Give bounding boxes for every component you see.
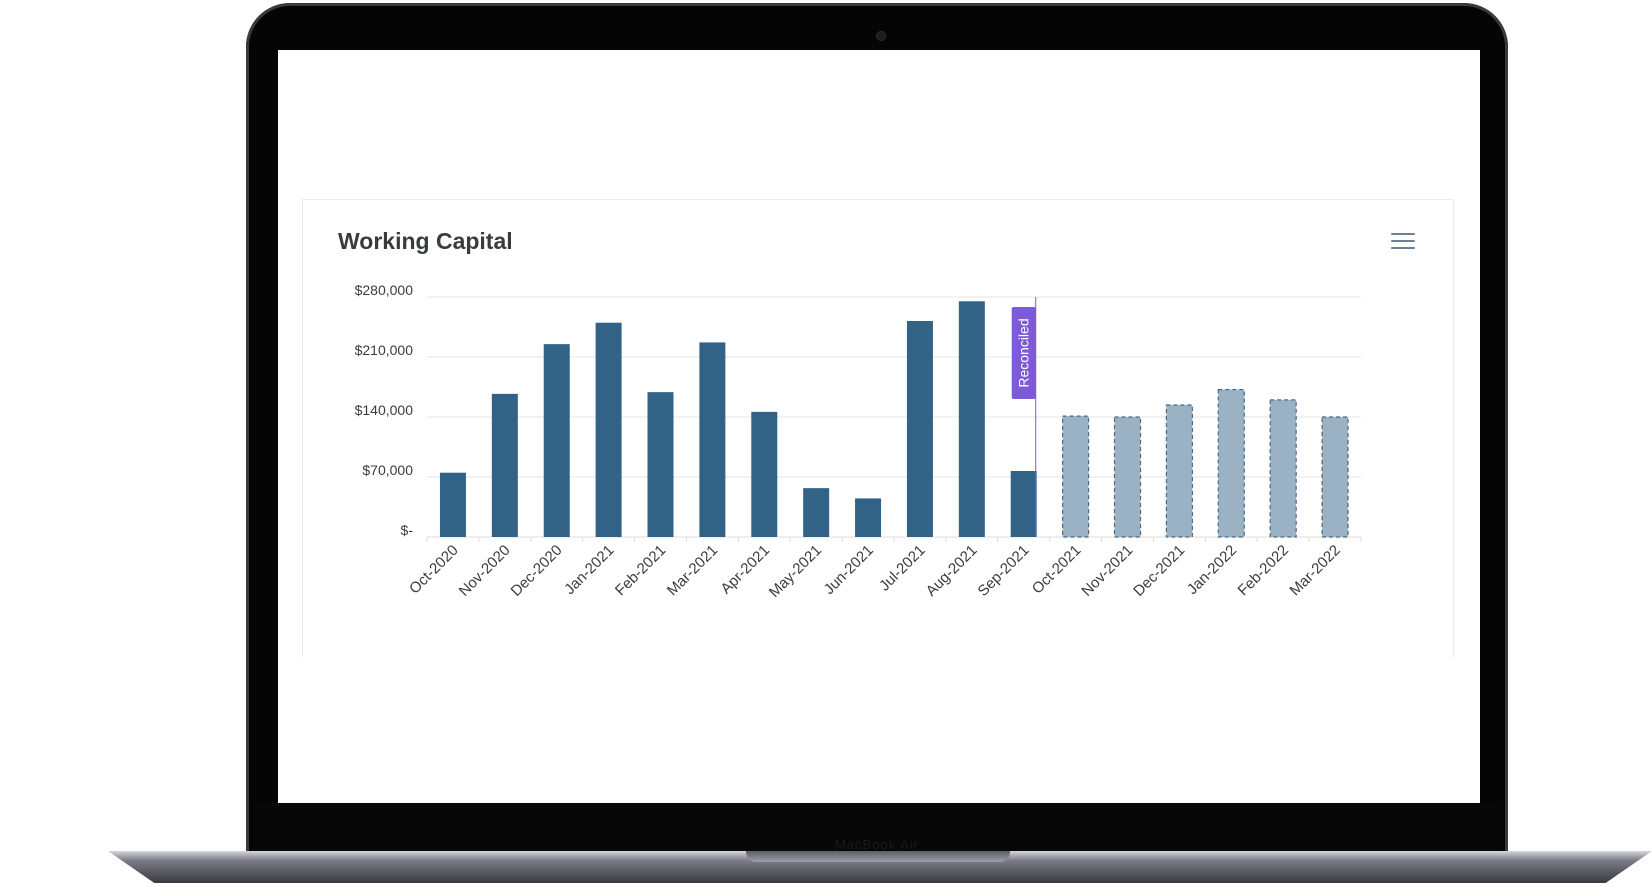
actual-bar <box>439 472 466 537</box>
forecast-bar <box>1062 415 1090 538</box>
chart-title: Working Capital <box>338 228 513 254</box>
forecast-bar <box>1113 416 1142 538</box>
x-tick-label: Feb-2022 <box>1235 542 1292 599</box>
y-tick-label: $140,000 <box>355 402 414 418</box>
laptop-screen: Working Capital $- $70,000 $140,000 $210,00… <box>278 50 1480 803</box>
actual-bar <box>855 498 882 537</box>
chart-card: Working Capital $- $70,000 $140,000 $210,00… <box>302 199 1454 657</box>
forecast-bar <box>1165 404 1193 538</box>
actual-bar <box>595 322 622 537</box>
forecast-bar <box>1269 399 1297 538</box>
actual-bar <box>1010 471 1037 537</box>
x-tick-label: Jan-2021 <box>561 542 617 598</box>
x-tick-label: Jul-2021 <box>876 542 929 595</box>
x-tick-label: Nov-2020 <box>456 542 514 600</box>
x-tick-label: May-2021 <box>766 542 825 601</box>
y-tick-label: $210,000 <box>355 342 414 358</box>
x-tick-label: Sep-2021 <box>975 542 1033 600</box>
forecast-bar <box>1217 388 1245 538</box>
y-tick-label: $- <box>401 522 414 538</box>
y-tick-label: $280,000 <box>355 282 414 298</box>
actual-bar <box>491 393 518 537</box>
x-tick-label: Nov-2021 <box>1078 542 1136 600</box>
camera-icon <box>876 31 886 41</box>
actual-bar <box>958 301 985 537</box>
x-tick-label: Feb-2021 <box>612 542 669 599</box>
actual-bar <box>699 342 726 537</box>
actual-bar <box>543 344 570 537</box>
forecast-bar <box>1321 416 1349 538</box>
x-tick-label: Jun-2021 <box>821 542 877 598</box>
x-tick-label: Jan-2022 <box>1184 542 1240 598</box>
device-label: MacBook Air <box>835 837 919 852</box>
laptop-hinge-notch <box>746 851 1010 862</box>
reconciled-annotation-label: Reconciled <box>1016 318 1032 387</box>
actual-bar <box>751 411 778 537</box>
laptop-bezel-chin: MacBook Air <box>252 803 1502 852</box>
x-tick-label: Dec-2021 <box>1130 542 1188 600</box>
actual-bar <box>803 488 830 537</box>
x-tick-label: Oct-2021 <box>1029 542 1085 598</box>
x-tick-label: Mar-2021 <box>664 542 721 599</box>
actual-bar <box>647 392 674 537</box>
y-tick-label: $70,000 <box>362 462 413 478</box>
x-tick-label: Dec-2020 <box>508 542 566 600</box>
working-capital-chart: $- $70,000 $140,000 $210,000 $280,000 Oct-202… <box>355 282 1362 601</box>
x-tick-label: Mar-2022 <box>1286 542 1343 599</box>
reconciled-annotation-box <box>1011 307 1036 399</box>
x-tick-label: Oct-2020 <box>406 542 462 598</box>
actual-bar <box>906 321 933 537</box>
x-tick-label: Aug-2021 <box>923 542 981 600</box>
hamburger-menu-icon[interactable] <box>1391 233 1415 251</box>
